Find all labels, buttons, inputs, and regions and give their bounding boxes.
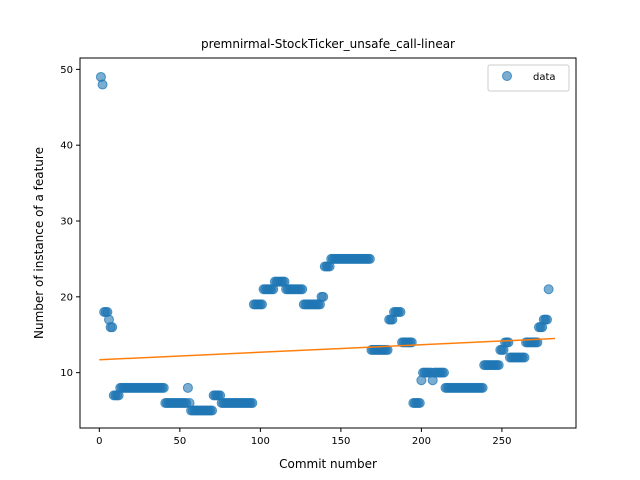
y-axis-ticks: 10 20 30 40 50	[60, 65, 80, 379]
y-tick-label: 30	[60, 217, 73, 228]
data-point	[438, 367, 449, 378]
x-axis-label: Commit number	[279, 457, 377, 471]
data-point	[107, 322, 118, 333]
x-tick-label: 0	[96, 436, 102, 447]
x-tick-label: 150	[331, 436, 350, 447]
fit-line	[99, 337, 556, 361]
data-point	[207, 405, 218, 416]
data-point	[395, 307, 406, 317]
x-tick-label: 50	[173, 436, 186, 447]
fit-line-layer	[99, 337, 556, 361]
y-tick-label: 50	[60, 65, 73, 76]
chart-title: premnirmal-StockTicker_unsafe_call-linea…	[201, 37, 455, 51]
x-axis-ticks: 0 50 100 150 200 250	[96, 428, 511, 447]
data-point	[297, 284, 308, 295]
data-point	[364, 253, 375, 264]
x-tick-label: 250	[492, 436, 511, 447]
data-point	[493, 360, 504, 371]
data-point	[318, 291, 329, 302]
data-point	[247, 397, 258, 408]
legend-entry-data: data	[533, 72, 556, 83]
data-point	[256, 299, 267, 310]
data-point	[477, 382, 488, 393]
data-point	[543, 284, 554, 295]
legend-marker-data	[502, 71, 512, 81]
data-point	[182, 382, 193, 393]
data-point	[503, 337, 514, 348]
y-axis-label: Number of instance of a feature	[32, 147, 46, 339]
data-points	[95, 71, 554, 416]
data-point	[97, 79, 108, 90]
plot-area	[79, 57, 577, 429]
x-tick-label: 200	[412, 436, 431, 447]
data-point	[519, 352, 530, 363]
data-point	[542, 314, 553, 325]
y-tick-label: 20	[60, 292, 73, 303]
data-point	[382, 344, 393, 355]
data-point	[158, 382, 169, 393]
y-tick-label: 10	[60, 368, 73, 379]
y-tick-label: 40	[60, 141, 73, 152]
legend-box	[487, 64, 570, 92]
legend: data	[487, 64, 570, 92]
data-point	[414, 397, 425, 408]
x-tick-label: 100	[251, 436, 270, 447]
